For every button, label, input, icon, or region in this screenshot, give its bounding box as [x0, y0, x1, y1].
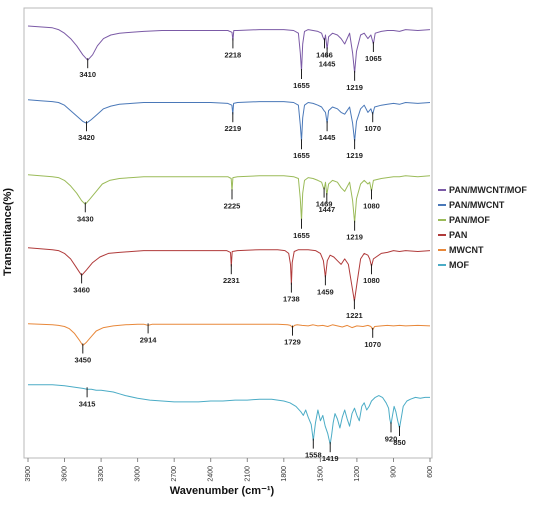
peak-label: 3430 — [77, 214, 94, 223]
x-tick-label: 1500 — [317, 466, 324, 482]
peak-label: 1655 — [293, 81, 310, 90]
peak-label: 1466 — [316, 50, 333, 59]
peak-label: 3450 — [74, 356, 91, 365]
peak-label: 1445 — [319, 59, 336, 68]
y-axis-title: Transmitance(%) — [2, 188, 14, 276]
peak-label: 1070 — [364, 124, 381, 133]
series-line — [27, 323, 431, 346]
peak-label: 1445 — [319, 133, 336, 142]
x-tick-label: 1200 — [354, 466, 361, 482]
peak-label: 1729 — [284, 338, 301, 347]
peak-label: 1219 — [346, 233, 363, 242]
peak-label: 1738 — [283, 295, 300, 304]
series-line — [27, 247, 431, 302]
legend-entry: MWCNT — [449, 245, 484, 255]
spectra-traces: 3410221816551466144512191065342022191655… — [27, 25, 431, 463]
x-tick-label: 600 — [427, 466, 434, 478]
x-tick-label: 2700 — [171, 466, 178, 482]
peak-label: 1080 — [363, 201, 380, 210]
peak-label: 1459 — [317, 287, 334, 296]
peak-label: 3410 — [79, 70, 96, 79]
peak-label: 1419 — [322, 454, 339, 463]
peak-label: 1655 — [293, 231, 310, 240]
x-axis-title: Wavenumber (cm⁻¹) — [170, 485, 275, 497]
peak-label: 3460 — [73, 285, 90, 294]
peak-label: 1447 — [318, 205, 335, 214]
legend-entry: PAN/MWCNT — [449, 200, 505, 210]
legend-entry: MOF — [449, 260, 469, 270]
peak-label: 1219 — [346, 151, 363, 160]
x-tick-label: 2400 — [208, 466, 215, 482]
x-tick-label: 3000 — [135, 466, 142, 482]
x-tick-label: 3900 — [25, 466, 32, 482]
legend-entry: PAN/MWCNT/MOF — [449, 185, 527, 195]
x-tick-label: 1800 — [281, 466, 288, 482]
peak-label: 2914 — [140, 335, 158, 344]
series-mwcnt: 3450 2914 1729 1070 — [27, 323, 431, 365]
peak-label: 3415 — [79, 399, 96, 408]
peak-label: 1080 — [363, 276, 380, 285]
x-tick-label: 2100 — [244, 466, 251, 482]
peak-label: 2225 — [224, 201, 241, 210]
plot-frame — [23, 7, 433, 459]
peak-label: 1221 — [346, 311, 363, 320]
legend-entry: PAN — [449, 230, 467, 240]
peak-label: 1469 — [316, 200, 333, 209]
legend: PAN/MWCNT/MOF PAN/MWCNT PAN/MOF PAN MWCNT MOF — [438, 185, 527, 270]
peak-label: 1655 — [293, 151, 310, 160]
x-tick-label: 3300 — [98, 466, 105, 482]
peak-label: 2219 — [224, 124, 241, 133]
peak-label: 2218 — [225, 50, 242, 59]
peak-label: 1219 — [346, 83, 363, 92]
series-line — [27, 99, 431, 142]
x-tick-label: 900 — [391, 466, 398, 478]
x-axis-ticks: 3900 3600 3300 3000 2700 2400 2100 1800 1500 1200… — [25, 458, 434, 482]
peak-label: 3420 — [78, 133, 95, 142]
legend-entry: PAN/MOF — [449, 215, 490, 225]
x-tick-label: 3600 — [62, 466, 69, 482]
peak-label: 1558 — [305, 451, 322, 460]
series-line — [27, 174, 431, 224]
series-line — [27, 25, 431, 74]
peak-label: 1070 — [364, 340, 381, 349]
peak-label: 1065 — [365, 54, 382, 63]
series-pan: 3460 2231 1738 1459 1221 1080 — [27, 247, 431, 320]
peak-label: 2231 — [223, 276, 240, 285]
peak-label: 850 — [393, 438, 406, 447]
peak-label: 920 — [385, 434, 398, 443]
series-pan-mwcnt: 3420 2219 1655 1445 1219 1070 — [27, 99, 431, 160]
